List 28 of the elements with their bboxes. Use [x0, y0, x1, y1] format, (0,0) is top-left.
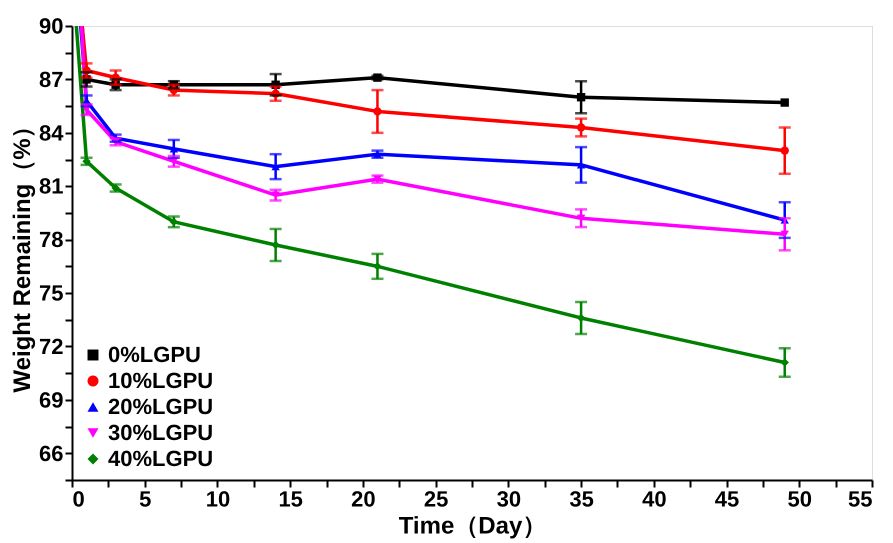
y-tick-label: 81 — [39, 174, 64, 199]
x-tick-label: 40 — [642, 486, 667, 512]
x-tick-label: 10 — [206, 486, 230, 512]
legend-label: 0%LGPU — [108, 342, 201, 367]
y-tick-label: 72 — [39, 334, 64, 359]
y-tick-label: 69 — [39, 387, 64, 412]
y-tick-label: 75 — [39, 280, 64, 306]
legend-label: 30%LGPU — [108, 420, 214, 445]
x-tick-label: 45 — [714, 486, 740, 512]
y-axis-title: Weight Remaining（%） — [9, 114, 36, 393]
x-tick-label: 15 — [278, 486, 303, 512]
legend-label: 40%LGPU — [108, 446, 214, 471]
legend-label: 20%LGPU — [108, 394, 214, 419]
x-tick-label: 0 — [72, 486, 85, 512]
x-tick-label: 25 — [424, 486, 448, 512]
x-tick-label: 55 — [848, 486, 872, 512]
y-tick-label: 66 — [39, 440, 64, 466]
x-tick-label: 5 — [139, 486, 152, 512]
y-tick-label: 84 — [39, 120, 64, 146]
x-tick-label: 30 — [496, 486, 522, 512]
y-tick-label: 87 — [39, 66, 64, 92]
legend-label: 10%LGPU — [108, 368, 214, 393]
x-tick-label: 20 — [351, 486, 376, 512]
y-tick-label: 78 — [39, 227, 64, 252]
x-axis-title: Time（Day） — [398, 512, 546, 540]
x-tick-label: 35 — [569, 486, 594, 512]
y-tick-label: 90 — [39, 14, 64, 38]
x-tick-label: 50 — [788, 486, 812, 512]
